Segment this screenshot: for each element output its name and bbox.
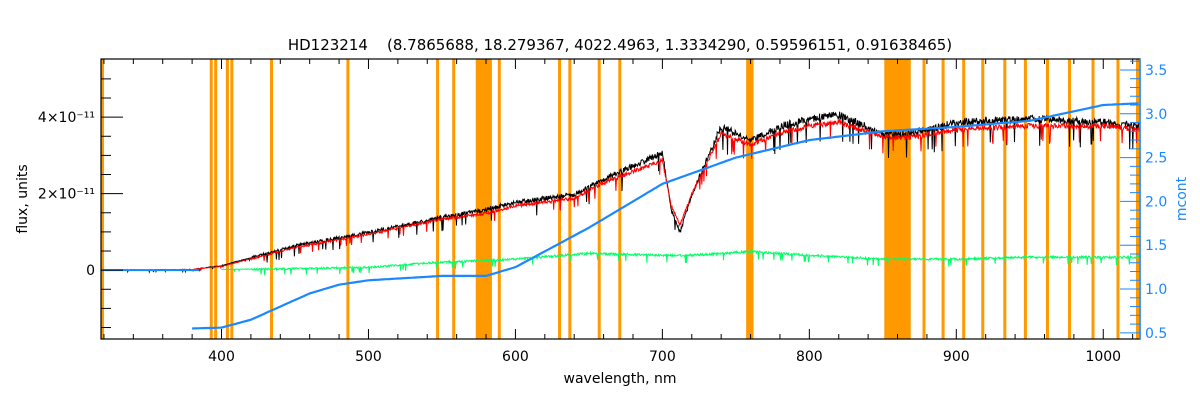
masked-band — [981, 59, 985, 339]
masked-band — [746, 59, 754, 339]
masked-band — [101, 59, 104, 339]
y2-tick-label: 2.0 — [1145, 194, 1167, 210]
y2-tick-label: 1.0 — [1145, 282, 1167, 298]
masked-band — [346, 59, 350, 339]
series-continuum — [192, 102, 1139, 330]
y2-axis-label: mcont — [1174, 176, 1190, 221]
masked-band — [475, 59, 492, 339]
series-observed-flux — [100, 111, 1140, 274]
masked-band — [1136, 59, 1139, 339]
masked-band — [922, 59, 926, 339]
masked-band — [270, 59, 274, 339]
x-tick-label: 900 — [943, 349, 970, 365]
y-tick-label: 2×10⁻¹¹ — [38, 187, 95, 203]
y2-tick-label: 3.5 — [1145, 63, 1167, 79]
masked-band — [436, 59, 440, 339]
y2-tick-label: 0.5 — [1145, 326, 1167, 342]
masked-band — [225, 59, 229, 339]
x-tick-label: 400 — [208, 349, 235, 365]
y2-tick-label: 1.5 — [1145, 238, 1167, 254]
masked-band — [884, 59, 911, 339]
y-tick-label: 4×10⁻¹¹ — [38, 110, 95, 126]
y-axis-label: flux, units — [15, 164, 31, 233]
masked-band — [618, 59, 622, 339]
y-tick-label: 0 — [86, 263, 95, 279]
x-tick-label: 800 — [796, 349, 823, 365]
masked-band — [209, 59, 213, 339]
axes-group: 400 500 600 700 800 900 1000 0 2×10⁻¹¹ 4×10⁻¹¹ 0.5… — [38, 59, 1167, 365]
masked-bands — [101, 59, 1139, 339]
masked-band — [941, 59, 945, 339]
masked-band — [597, 59, 601, 339]
masked-band — [1116, 59, 1120, 339]
y2-tick-label: 2.5 — [1145, 151, 1167, 167]
masked-band — [1003, 59, 1007, 339]
y2-tick-label: 3.0 — [1145, 107, 1167, 123]
series-model-flux — [192, 118, 1141, 273]
x-tick-label: 500 — [355, 349, 382, 365]
masked-band — [1067, 59, 1071, 339]
masked-band — [214, 59, 218, 339]
x-tick-label: 700 — [649, 349, 676, 365]
x-tick-label: 1000 — [1085, 349, 1121, 365]
masked-band — [497, 59, 501, 339]
series-residual — [221, 249, 1141, 276]
masked-band — [962, 59, 966, 339]
masked-band — [1091, 59, 1095, 339]
chart-title: HD123214 (8.7865688, 18.279367, 4022.496… — [288, 36, 952, 54]
masked-band — [1045, 59, 1049, 339]
x-axis-label: wavelength, nm — [564, 371, 677, 387]
x-tick-label: 600 — [502, 349, 529, 365]
masked-band — [230, 59, 234, 339]
masked-band — [1023, 59, 1027, 339]
masked-band — [452, 59, 456, 339]
